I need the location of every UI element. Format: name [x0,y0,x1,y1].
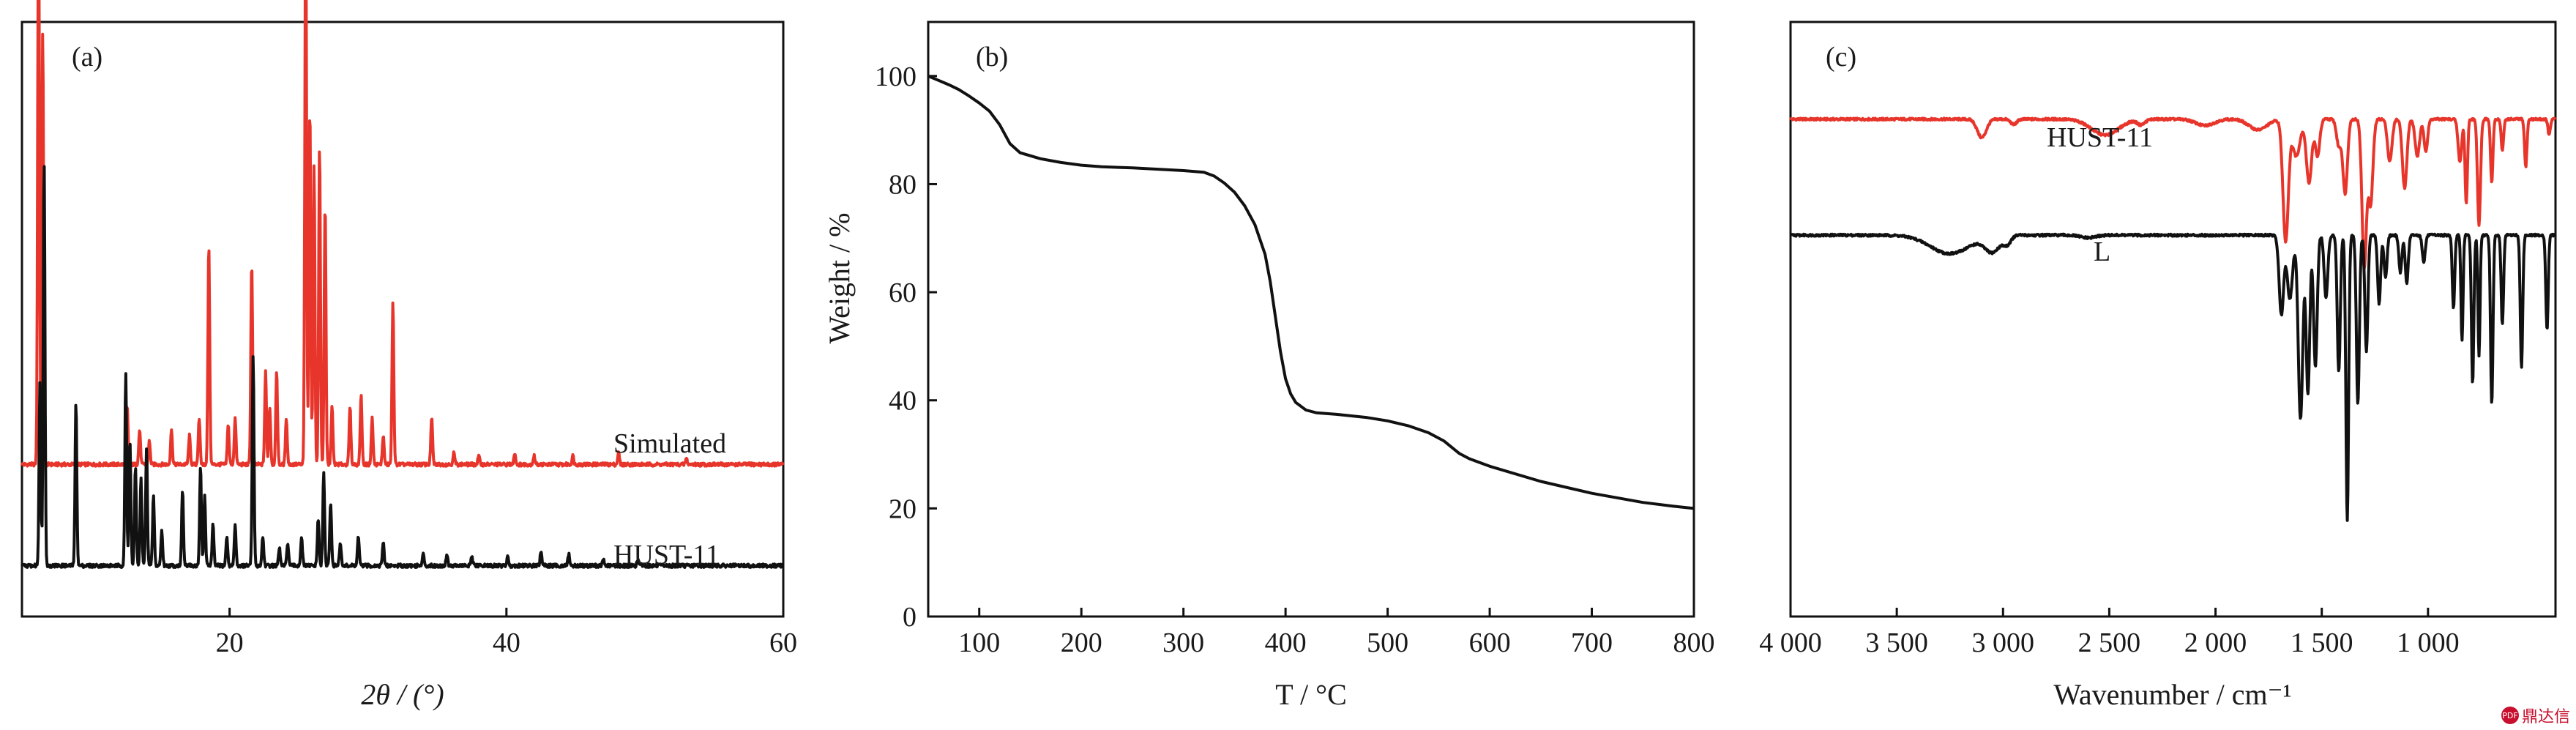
series-label-l: L [2094,236,2110,267]
x-tick-label: 1 500 [2291,627,2353,658]
y-axis-label-b: Weight / % [823,213,856,344]
plot-frame-b [927,21,1695,618]
x-tick-label: 600 [1469,627,1511,658]
panel-c: (c) 4 000 3 500 3 000 2 500 2 000 1 500 1 000 … [1759,21,2557,711]
x-axis-label-c: Wavenumber / cm⁻¹ [2053,678,2291,711]
x-tick-label: 40 [493,627,520,658]
y-tick-label: 100 [875,62,916,92]
x-axis-label-b: T / °C [1275,678,1347,711]
y-tick-label: 80 [889,169,916,200]
x-tick-label: 2 000 [2184,627,2247,658]
x-tick-label: 3 000 [1972,627,2035,658]
series-line [1789,116,2557,270]
plot-frame-c [1789,21,2557,618]
x-tick-label: 800 [1673,627,1715,658]
x-tick-label: 300 [1162,627,1204,658]
series-label-hust-11-a: HUST-11 [613,540,720,570]
x-tick-label: 500 [1367,627,1408,658]
panel-a: (a) 20 40 60 Simulated HUST-11 2θ / (°) [20,0,797,711]
x-ticks-c: 4 000 3 500 3 000 2 500 2 000 1 500 1 000 [1759,608,2460,658]
panel-label-c: (c) [1826,42,1856,72]
x-tick-label: 60 [769,627,797,658]
series-b [927,74,1695,510]
x-ticks-b: 100 200 300 400 500 600 700 800 [958,608,1715,658]
series-label-hust-11-c: HUST-11 [2047,122,2153,153]
watermark-badge-icon: PDF [2501,707,2519,724]
watermark: PDF 鼎达信 [2501,704,2570,727]
y-tick-label: 40 [889,386,916,417]
y-tick-label: 0 [903,602,916,633]
x-tick-label: 100 [958,627,1000,658]
x-tick-label: 2 500 [2078,627,2141,658]
x-ticks-a: 20 40 60 [216,608,797,658]
plot-frame-a [20,21,785,618]
x-tick-label: 4 000 [1759,627,1822,658]
series-label-simulated: Simulated [613,428,726,459]
x-tick-label: 700 [1571,627,1613,658]
y-tick-label: 60 [889,278,916,308]
watermark-text: 鼎达信 [2521,708,2570,726]
series-line [20,165,785,569]
x-tick-label: 400 [1265,627,1307,658]
x-tick-label: 20 [216,627,244,658]
series-line [1789,232,2557,522]
y-ticks-b: 0 20 40 60 80 100 [875,62,937,633]
series-line [927,74,1695,510]
x-tick-label: 1 000 [2397,627,2460,658]
panel-label-a: (a) [72,42,102,72]
x-axis-label-a: 2θ / (°) [361,678,444,711]
panel-label-b: (b) [976,42,1008,72]
x-tick-label: 3 500 [1865,627,1928,658]
x-tick-label: 200 [1061,627,1102,658]
series-a [20,0,785,569]
series-c [1789,116,2557,522]
y-tick-label: 20 [889,494,916,524]
series-line [20,0,785,468]
panel-b: (b) 100 200 300 400 500 600 700 800 0 20 40 60 80 10… [823,21,1715,711]
